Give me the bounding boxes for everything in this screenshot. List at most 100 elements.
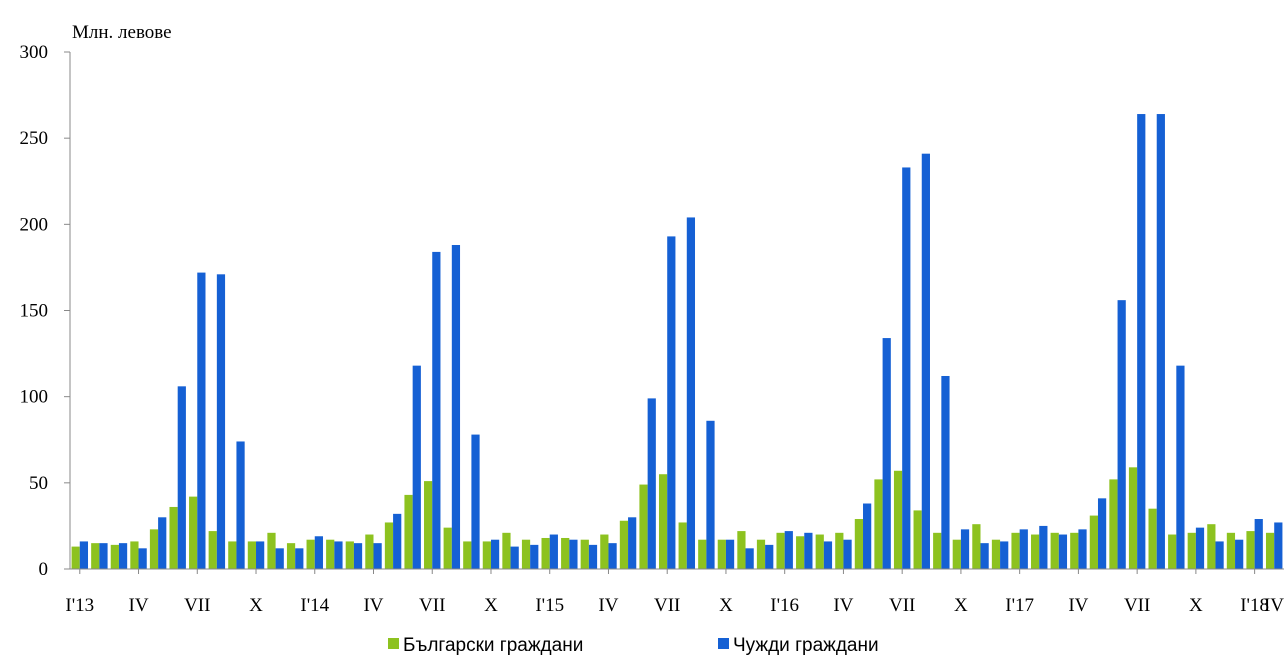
bar-foreign-citizens — [471, 434, 480, 569]
y-axis-label: Млн. левове — [72, 22, 172, 43]
x-tick-label: I'17 — [1005, 595, 1034, 616]
bar-foreign-citizens — [295, 548, 304, 569]
bar-foreign-citizens — [1274, 522, 1283, 569]
bar-bulgarian-citizens — [756, 539, 766, 569]
y-axis-ticks: 0 50 100 150 200 250 300 — [20, 42, 70, 580]
bar-foreign-citizens — [1097, 498, 1107, 569]
x-tick-label: X — [249, 595, 263, 616]
bar-foreign-citizens — [373, 543, 382, 569]
x-tick-label: I'18 — [1240, 595, 1269, 616]
bar-bulgarian-citizens — [404, 494, 413, 569]
x-tick-label: IV — [833, 595, 853, 616]
y-tick-label: 50 — [29, 473, 48, 494]
bar-foreign-citizens — [823, 541, 833, 569]
bar-bulgarian-citizens — [384, 522, 394, 569]
bar-foreign-citizens — [1078, 529, 1087, 569]
bar-bulgarian-citizens — [1226, 532, 1236, 569]
bar-bulgarian-citizens — [1187, 532, 1196, 569]
bar-bulgarian-citizens — [893, 470, 903, 569]
bar-foreign-citizens — [79, 541, 89, 569]
bar-foreign-citizens — [432, 251, 441, 569]
bar-foreign-citizens — [138, 548, 147, 569]
bar-foreign-citizens — [784, 531, 793, 569]
bar-foreign-citizens — [686, 217, 696, 569]
bar-bulgarian-citizens — [1011, 532, 1020, 569]
bar-bulgarian-citizens — [267, 532, 276, 569]
x-tick-label: I'14 — [300, 595, 329, 616]
bar-foreign-citizens — [1215, 541, 1224, 569]
bar-bulgarian-citizens — [1207, 524, 1216, 569]
bar-foreign-citizens — [1195, 527, 1205, 569]
bar-bulgarian-citizens — [424, 481, 433, 569]
bar-foreign-citizens — [256, 541, 265, 569]
bar-bulgarian-citizens — [952, 539, 961, 569]
bar-bulgarian-citizens — [208, 531, 217, 569]
bar-bulgarian-citizens — [972, 524, 981, 569]
bar-foreign-citizens — [1117, 300, 1126, 569]
x-tick-label: I'16 — [770, 595, 799, 616]
bar-bulgarian-citizens — [482, 541, 491, 569]
bar-bulgarian-citizens — [1109, 479, 1118, 569]
bar-foreign-citizens — [843, 539, 852, 569]
bar-foreign-citizens — [451, 245, 461, 569]
bar-bulgarian-citizens — [1031, 534, 1040, 569]
y-tick-label: 150 — [20, 301, 49, 322]
x-tick-label: IV — [1264, 595, 1284, 616]
bar-foreign-citizens — [158, 517, 167, 569]
bar-foreign-citizens — [177, 386, 186, 569]
bar-bulgarian-citizens — [189, 496, 198, 569]
bar-bulgarian-citizens — [169, 506, 178, 569]
bar-foreign-citizens — [353, 543, 363, 569]
bar-bulgarian-citizens — [110, 544, 119, 569]
bar-bulgarian-citizens — [1070, 532, 1079, 569]
bar-bulgarian-citizens — [933, 532, 942, 569]
bar-bulgarian-citizens — [698, 539, 707, 569]
bar-bulgarian-citizens — [580, 539, 589, 569]
bar-bulgarian-citizens — [1089, 515, 1098, 569]
x-tick-label: VII — [1124, 595, 1150, 616]
bar-foreign-citizens — [549, 534, 558, 569]
bar-bulgarian-citizens — [521, 539, 531, 569]
bar-foreign-citizens — [236, 441, 245, 569]
x-axis-ticks: I'13 IV VII X I'14 IV VII X I'15 IV VII X I'16 IV VII X… — [65, 569, 1284, 616]
bar-bulgarian-citizens — [91, 543, 100, 569]
x-tick-label: IV — [598, 595, 618, 616]
bar-foreign-citizens — [1039, 525, 1048, 569]
bar-bulgarian-citizens — [658, 474, 668, 569]
bar-bulgarian-citizens — [1168, 534, 1177, 569]
bar-foreign-citizens — [960, 529, 970, 569]
bar-foreign-citizens — [588, 544, 598, 569]
y-tick-label: 100 — [20, 387, 49, 408]
bar-bulgarian-citizens — [463, 541, 472, 569]
legend: Български граждани Чужди граждани — [388, 635, 879, 656]
bar-foreign-citizens — [530, 544, 539, 569]
x-tick-label: IV — [1068, 595, 1088, 616]
bar-bulgarian-citizens — [286, 543, 296, 569]
bar-foreign-citizens — [412, 365, 421, 569]
x-tick-label: X — [1189, 595, 1203, 616]
bar-foreign-citizens — [745, 548, 754, 569]
bar-foreign-citizens — [393, 513, 402, 569]
bar-bulgarian-citizens — [717, 539, 726, 569]
bar-foreign-citizens — [1254, 519, 1263, 569]
bar-bulgarian-citizens — [1265, 532, 1275, 569]
bar-bulgarian-citizens — [835, 532, 844, 569]
bar-foreign-citizens — [275, 548, 284, 569]
bar-foreign-citizens — [921, 153, 930, 569]
bar-bulgarian-citizens — [1148, 508, 1157, 569]
bar-foreign-citizens — [197, 272, 206, 569]
bar-bulgarian-citizens — [737, 531, 746, 569]
y-tick-label: 250 — [20, 128, 49, 149]
bar-foreign-citizens — [608, 543, 617, 569]
bar-foreign-citizens — [510, 546, 519, 569]
bar-foreign-citizens — [1235, 539, 1244, 569]
bar-bulgarian-citizens — [247, 541, 257, 569]
legend-label-foreign: Чужди граждани — [733, 635, 879, 656]
bar-foreign-citizens — [882, 338, 891, 569]
bar-foreign-citizens — [1019, 529, 1028, 569]
x-tick-label: VII — [419, 595, 445, 616]
bar-bulgarian-citizens — [561, 537, 570, 569]
bar-foreign-citizens — [1058, 534, 1068, 569]
bar-bulgarian-citizens — [130, 541, 139, 569]
x-tick-label: X — [954, 595, 968, 616]
